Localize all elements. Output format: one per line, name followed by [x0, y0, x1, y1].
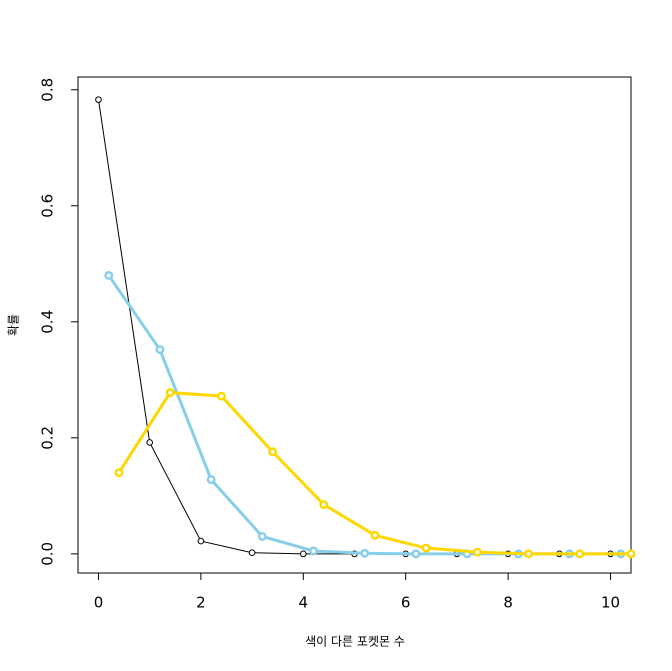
y-tick-label: 0.2 — [39, 426, 57, 450]
x-tick-label: 0 — [94, 594, 104, 612]
x-tick-label: 8 — [503, 594, 513, 612]
point — [95, 96, 102, 103]
point — [155, 345, 165, 355]
point — [216, 391, 226, 401]
x-tick-label: 4 — [299, 594, 309, 612]
point — [626, 549, 636, 559]
x-tick-label: 2 — [196, 594, 206, 612]
point — [309, 546, 318, 556]
series-line — [97, 99, 611, 555]
point — [268, 447, 278, 457]
x-tick-label: 6 — [401, 594, 411, 612]
point — [524, 549, 534, 559]
point — [319, 500, 329, 509]
point — [360, 548, 370, 558]
point — [165, 388, 175, 398]
point — [104, 270, 114, 280]
point — [114, 468, 124, 478]
series-line — [117, 391, 631, 556]
y-axis-label: 확률 — [7, 314, 21, 336]
point — [197, 537, 205, 545]
point — [248, 549, 256, 556]
x-tick-label: 10 — [601, 594, 620, 612]
y-tick-label: 0.4 — [39, 310, 57, 334]
x-axis-label: 색이 다른 포켓몬 수 — [305, 635, 405, 649]
point — [411, 549, 421, 559]
point — [370, 530, 380, 540]
plot-box — [77, 76, 632, 574]
y-tick-label: 0.6 — [39, 194, 57, 218]
y-tick-label: 0.0 — [39, 542, 57, 566]
point — [299, 550, 307, 558]
y-tick-label: 0.8 — [39, 78, 57, 102]
point — [575, 549, 585, 559]
point — [257, 532, 267, 541]
point — [472, 547, 482, 557]
point — [146, 439, 153, 446]
point — [421, 543, 431, 553]
point — [206, 475, 216, 485]
